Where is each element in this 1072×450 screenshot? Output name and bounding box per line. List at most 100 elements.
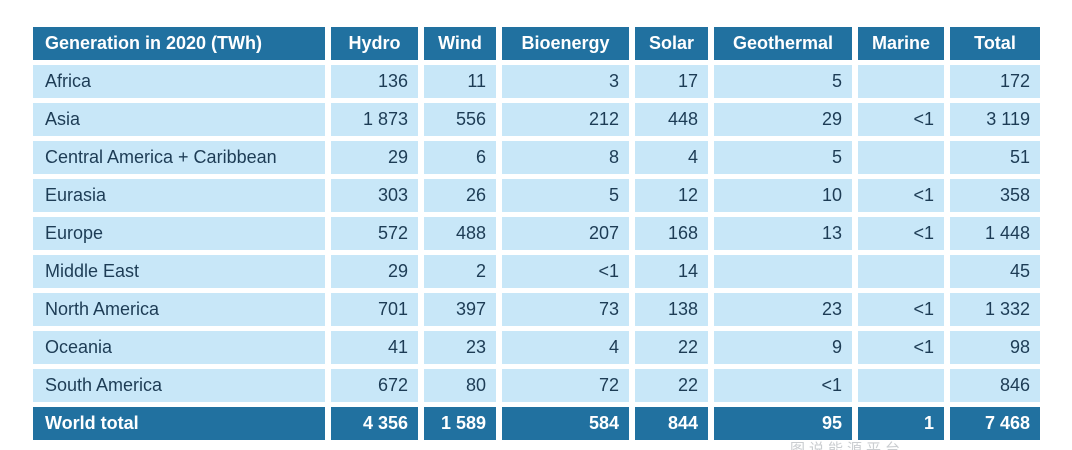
value-cell-geothermal: 5 xyxy=(714,141,852,174)
value-cell-wind: 1 589 xyxy=(424,407,496,440)
value-cell-solar: 844 xyxy=(635,407,708,440)
table-row: Middle East 29 2 <1 14 45 xyxy=(33,255,1040,288)
value-cell-bioenergy: 212 xyxy=(502,103,629,136)
region-label: Africa xyxy=(33,65,325,98)
value-cell-marine xyxy=(858,141,944,174)
value-cell-solar: 22 xyxy=(635,331,708,364)
value-cell-total: 7 468 xyxy=(950,407,1040,440)
value-cell-solar: 138 xyxy=(635,293,708,326)
generation-table-container: Generation in 2020 (TWh) Hydro Wind Bioene… xyxy=(27,22,1046,445)
value-cell-geothermal: 5 xyxy=(714,65,852,98)
value-cell-marine xyxy=(858,255,944,288)
region-label: Middle East xyxy=(33,255,325,288)
value-cell-wind: 6 xyxy=(424,141,496,174)
value-cell-hydro: 4 356 xyxy=(331,407,418,440)
value-cell-geothermal xyxy=(714,255,852,288)
value-cell-bioenergy: 4 xyxy=(502,331,629,364)
value-cell-solar: 22 xyxy=(635,369,708,402)
column-header-wind: Wind xyxy=(424,27,496,60)
value-cell-bioenergy: 8 xyxy=(502,141,629,174)
region-label: Oceania xyxy=(33,331,325,364)
total-row: World total 4 356 1 589 584 844 95 1 7 468 xyxy=(33,407,1040,440)
value-cell-hydro: 572 xyxy=(331,217,418,250)
value-cell-total: 172 xyxy=(950,65,1040,98)
value-cell-total: 51 xyxy=(950,141,1040,174)
region-label: Europe xyxy=(33,217,325,250)
value-cell-wind: 11 xyxy=(424,65,496,98)
value-cell-bioenergy: 72 xyxy=(502,369,629,402)
value-cell-geothermal: 13 xyxy=(714,217,852,250)
value-cell-hydro: 672 xyxy=(331,369,418,402)
generation-table: Generation in 2020 (TWh) Hydro Wind Bioene… xyxy=(27,22,1046,445)
table-row: South America 672 80 72 22 <1 846 xyxy=(33,369,1040,402)
value-cell-marine: <1 xyxy=(858,179,944,212)
value-cell-wind: 488 xyxy=(424,217,496,250)
value-cell-geothermal: 9 xyxy=(714,331,852,364)
column-header-total: Total xyxy=(950,27,1040,60)
column-header-bioenergy: Bioenergy xyxy=(502,27,629,60)
column-header-geothermal: Geothermal xyxy=(714,27,852,60)
table-row: Asia 1 873 556 212 448 29 <1 3 119 xyxy=(33,103,1040,136)
value-cell-marine: <1 xyxy=(858,331,944,364)
table-body: Africa 136 11 3 17 5 172 Asia 1 873 556 212 448 29 <1… xyxy=(33,65,1040,440)
table-row: Eurasia 303 26 5 12 10 <1 358 xyxy=(33,179,1040,212)
value-cell-marine xyxy=(858,65,944,98)
value-cell-geothermal: 23 xyxy=(714,293,852,326)
value-cell-solar: 14 xyxy=(635,255,708,288)
value-cell-marine: 1 xyxy=(858,407,944,440)
value-cell-hydro: 701 xyxy=(331,293,418,326)
value-cell-bioenergy: 3 xyxy=(502,65,629,98)
table-row: North America 701 397 73 138 23 <1 1 332 xyxy=(33,293,1040,326)
value-cell-total: 1 448 xyxy=(950,217,1040,250)
table-row: Africa 136 11 3 17 5 172 xyxy=(33,65,1040,98)
region-label: South America xyxy=(33,369,325,402)
value-cell-total: 3 119 xyxy=(950,103,1040,136)
value-cell-solar: 448 xyxy=(635,103,708,136)
value-cell-total: 846 xyxy=(950,369,1040,402)
value-cell-bioenergy: 207 xyxy=(502,217,629,250)
value-cell-bioenergy: 73 xyxy=(502,293,629,326)
value-cell-hydro: 1 873 xyxy=(331,103,418,136)
value-cell-marine: <1 xyxy=(858,103,944,136)
value-cell-geothermal: 95 xyxy=(714,407,852,440)
column-header-marine: Marine xyxy=(858,27,944,60)
region-label: North America xyxy=(33,293,325,326)
value-cell-marine xyxy=(858,369,944,402)
value-cell-hydro: 303 xyxy=(331,179,418,212)
value-cell-geothermal: 29 xyxy=(714,103,852,136)
value-cell-hydro: 29 xyxy=(331,141,418,174)
value-cell-geothermal: 10 xyxy=(714,179,852,212)
value-cell-hydro: 29 xyxy=(331,255,418,288)
column-header-solar: Solar xyxy=(635,27,708,60)
value-cell-solar: 168 xyxy=(635,217,708,250)
value-cell-solar: 4 xyxy=(635,141,708,174)
value-cell-solar: 12 xyxy=(635,179,708,212)
value-cell-solar: 17 xyxy=(635,65,708,98)
value-cell-total: 45 xyxy=(950,255,1040,288)
value-cell-total: 1 332 xyxy=(950,293,1040,326)
value-cell-total: 358 xyxy=(950,179,1040,212)
value-cell-wind: 556 xyxy=(424,103,496,136)
region-label: Central America + Caribbean xyxy=(33,141,325,174)
value-cell-hydro: 136 xyxy=(331,65,418,98)
region-label: Eurasia xyxy=(33,179,325,212)
value-cell-geothermal: <1 xyxy=(714,369,852,402)
value-cell-total: 98 xyxy=(950,331,1040,364)
value-cell-wind: 26 xyxy=(424,179,496,212)
value-cell-bioenergy: 5 xyxy=(502,179,629,212)
value-cell-bioenergy: <1 xyxy=(502,255,629,288)
table-row: Central America + Caribbean 29 6 8 4 5 51 xyxy=(33,141,1040,174)
value-cell-hydro: 41 xyxy=(331,331,418,364)
value-cell-marine: <1 xyxy=(858,293,944,326)
value-cell-wind: 23 xyxy=(424,331,496,364)
value-cell-wind: 2 xyxy=(424,255,496,288)
header-row: Generation in 2020 (TWh) Hydro Wind Bioene… xyxy=(33,27,1040,60)
total-row-label: World total xyxy=(33,407,325,440)
table-row: Europe 572 488 207 168 13 <1 1 448 xyxy=(33,217,1040,250)
table-row: Oceania 41 23 4 22 9 <1 98 xyxy=(33,331,1040,364)
value-cell-wind: 80 xyxy=(424,369,496,402)
table-title: Generation in 2020 (TWh) xyxy=(33,27,325,60)
region-label: Asia xyxy=(33,103,325,136)
value-cell-marine: <1 xyxy=(858,217,944,250)
column-header-hydro: Hydro xyxy=(331,27,418,60)
